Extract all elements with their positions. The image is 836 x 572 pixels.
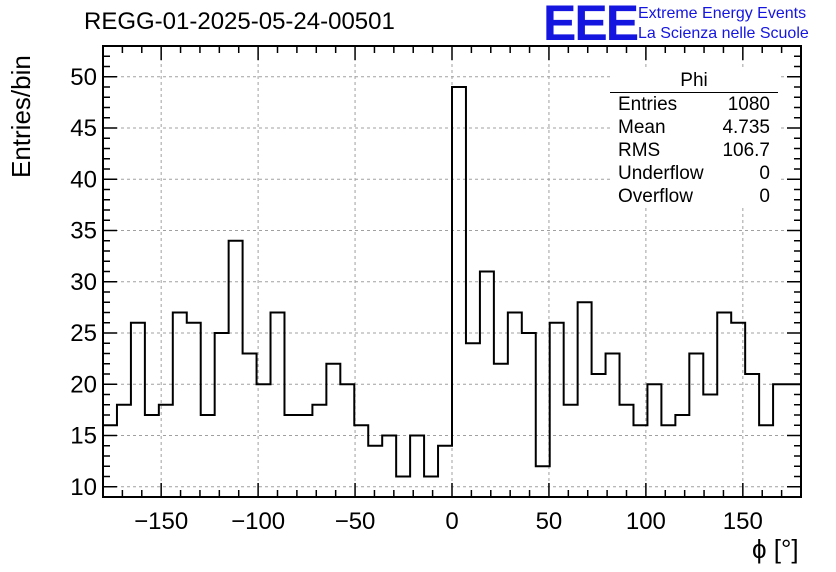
stats-box: Phi Entries 1080 Mean 4.735 RMS 106.7 Un… (610, 70, 778, 208)
stats-label: RMS (618, 140, 661, 161)
tick-labels: −150 −100 −50 0 50 100 150 10 15 20 25 30 35 40 45 50 (70, 64, 763, 535)
x-tick-label: −150 (134, 508, 188, 535)
stats-row-overflow: Overflow 0 (610, 185, 778, 208)
y-tick-label: 35 (70, 218, 97, 245)
stats-value: 0 (759, 186, 770, 207)
stats-label: Overflow (618, 186, 693, 207)
histogram-outline (103, 86, 801, 478)
y-tick-label: 25 (70, 320, 97, 347)
y-axis-label: Entries/bin (6, 55, 36, 178)
y-tick-label: 45 (70, 115, 97, 142)
stats-row-entries: Entries 1080 (610, 93, 778, 116)
y-tick-label: 50 (70, 64, 97, 91)
x-axis-label: ϕ [°] (752, 534, 799, 564)
stats-row-underflow: Underflow 0 (610, 162, 778, 185)
x-tick-label: 150 (723, 508, 763, 535)
logo-line-2: La Scienza nelle Scuole (638, 25, 809, 42)
stats-value: 4.735 (722, 117, 770, 138)
x-tick-label: −50 (335, 508, 376, 535)
chart-title: REGG-01-2025-05-24-00501 (84, 8, 395, 35)
stats-row-rms: RMS 106.7 (610, 139, 778, 162)
stats-title: Phi (610, 70, 778, 93)
x-tick-label: −100 (231, 508, 285, 535)
stats-label: Entries (618, 94, 678, 115)
x-tick-label: 50 (536, 508, 563, 535)
stats-value: 0 (759, 163, 770, 184)
x-tick-label: 100 (626, 508, 666, 535)
stats-label: Mean (618, 117, 666, 138)
y-tick-label: 30 (70, 269, 97, 296)
y-tick-label: 15 (70, 423, 97, 450)
stats-value: 1080 (727, 94, 770, 115)
y-tick-label: 40 (70, 166, 97, 193)
stats-label: Underflow (618, 163, 704, 184)
logo-line-1: Extreme Energy Events (638, 5, 807, 22)
x-tick-label: 0 (445, 508, 458, 535)
eee-logo: EEE (543, 0, 639, 51)
stats-value: 106.7 (722, 140, 770, 161)
y-tick-label: 10 (70, 474, 97, 501)
stats-row-mean: Mean 4.735 (610, 116, 778, 139)
plot-frame (102, 45, 802, 498)
y-tick-label: 20 (70, 371, 97, 398)
axis-ticks (103, 46, 801, 497)
